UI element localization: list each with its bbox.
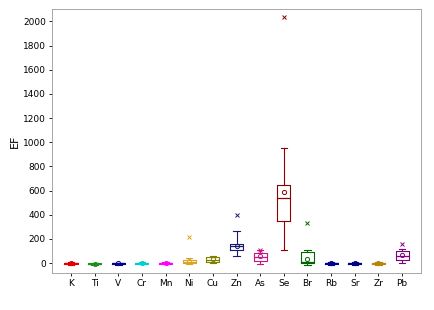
Y-axis label: EF: EF bbox=[10, 134, 20, 148]
